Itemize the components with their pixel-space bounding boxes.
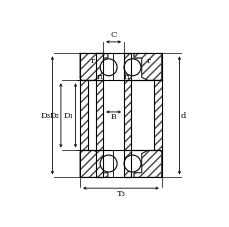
- Text: r: r: [146, 57, 150, 65]
- Polygon shape: [96, 53, 103, 80]
- Circle shape: [123, 59, 140, 76]
- Polygon shape: [80, 53, 107, 80]
- Text: r₁: r₁: [96, 73, 104, 81]
- Polygon shape: [80, 80, 87, 151]
- Text: D₁: D₁: [64, 112, 74, 120]
- Text: T₃: T₃: [116, 190, 125, 198]
- Text: C: C: [110, 31, 116, 39]
- Polygon shape: [96, 80, 103, 151]
- Text: r: r: [90, 57, 95, 65]
- Polygon shape: [123, 80, 130, 151]
- Polygon shape: [123, 53, 130, 80]
- Polygon shape: [153, 80, 161, 151]
- Circle shape: [123, 155, 140, 172]
- Text: r₁: r₁: [123, 73, 130, 81]
- Text: D₃: D₃: [41, 112, 51, 120]
- Polygon shape: [134, 53, 161, 80]
- Polygon shape: [123, 151, 130, 177]
- Circle shape: [100, 155, 117, 172]
- Polygon shape: [80, 151, 107, 177]
- Polygon shape: [96, 151, 103, 177]
- Text: d: d: [180, 112, 185, 120]
- Polygon shape: [134, 151, 161, 177]
- Circle shape: [100, 59, 117, 76]
- Text: D₂: D₂: [49, 112, 59, 120]
- Text: B: B: [110, 113, 116, 121]
